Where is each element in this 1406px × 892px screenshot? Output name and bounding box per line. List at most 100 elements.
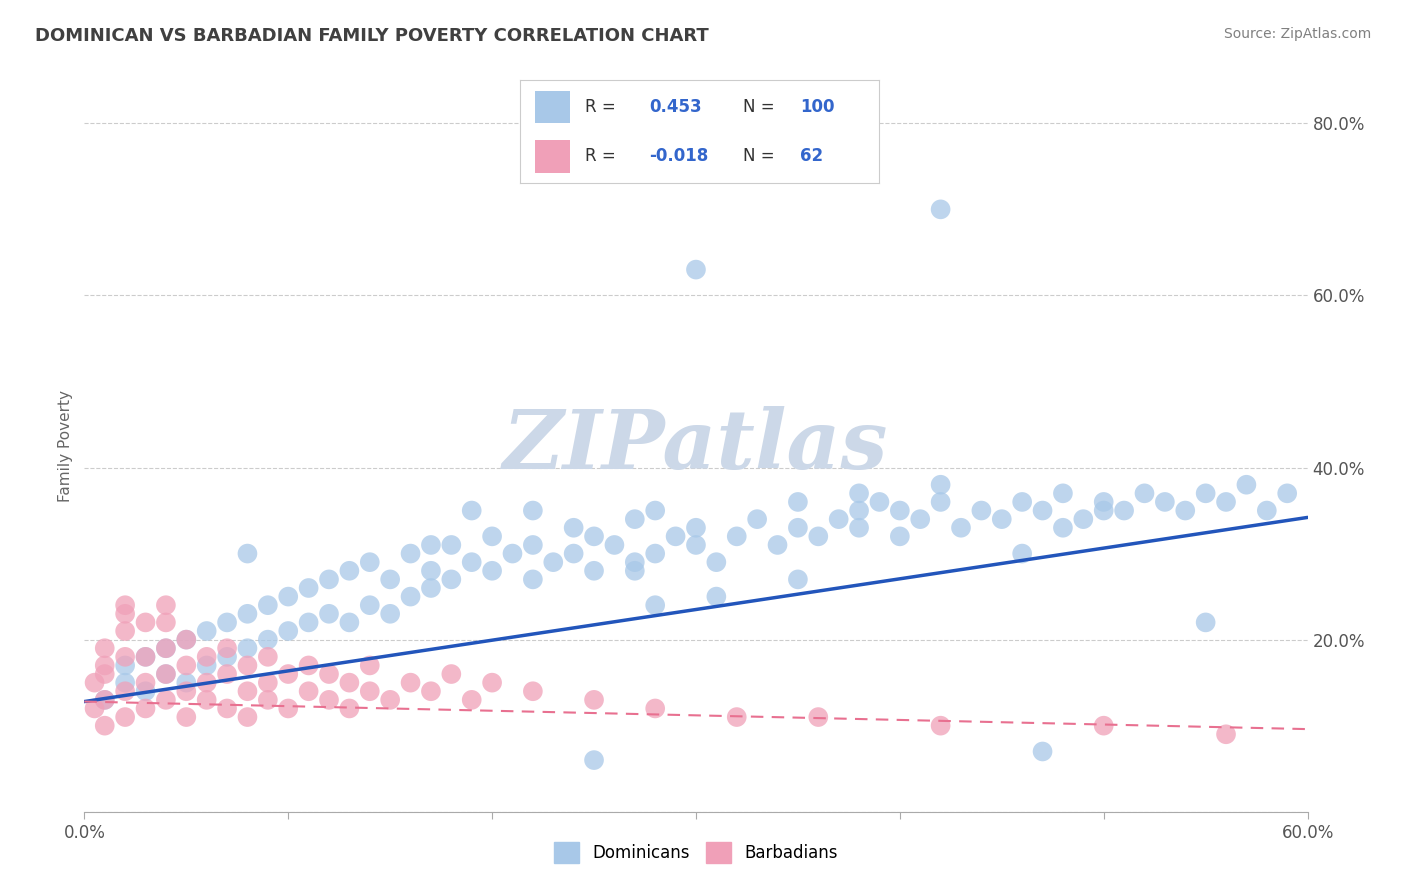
Point [359, 658, 381, 673]
Point [195, 658, 218, 673]
FancyBboxPatch shape [534, 91, 571, 123]
Point [135, 615, 157, 630]
Point [217, 667, 239, 681]
Point [1236, 477, 1258, 491]
Point [195, 693, 218, 707]
Text: 62: 62 [800, 147, 823, 165]
Point [195, 675, 218, 690]
Point [624, 512, 647, 526]
Point [828, 512, 851, 526]
Point [257, 675, 280, 690]
Point [236, 710, 259, 724]
Point [1195, 486, 1218, 500]
Point [420, 684, 443, 698]
Point [93, 693, 115, 707]
Point [135, 684, 157, 698]
Point [685, 521, 707, 535]
Point [174, 684, 197, 698]
Text: N =: N = [742, 147, 775, 165]
Point [257, 649, 280, 664]
Point [298, 581, 321, 595]
Point [135, 701, 157, 715]
Point [848, 503, 870, 517]
Legend: Dominicans, Barbadians: Dominicans, Barbadians [547, 836, 845, 869]
Point [277, 624, 299, 638]
Point [195, 649, 218, 664]
Point [93, 667, 115, 681]
Point [1133, 486, 1156, 500]
Point [318, 667, 340, 681]
Point [869, 495, 891, 509]
Point [83, 675, 105, 690]
Point [277, 590, 299, 604]
Point [298, 684, 321, 698]
Point [1114, 503, 1136, 517]
Text: R =: R = [585, 147, 616, 165]
Point [93, 719, 115, 733]
Point [461, 693, 484, 707]
Point [991, 512, 1014, 526]
Point [318, 573, 340, 587]
Point [277, 667, 299, 681]
Point [1215, 727, 1237, 741]
Point [522, 538, 544, 552]
Point [685, 262, 707, 277]
Point [420, 564, 443, 578]
Point [257, 693, 280, 707]
Point [399, 547, 422, 561]
Point [807, 529, 830, 543]
Point [706, 590, 728, 604]
Point [155, 598, 177, 612]
Point [155, 641, 177, 656]
Point [174, 632, 197, 647]
Point [114, 658, 136, 673]
Point [236, 658, 259, 673]
Point [440, 538, 463, 552]
Point [318, 607, 340, 621]
Point [1092, 503, 1115, 517]
Point [848, 486, 870, 500]
Point [339, 675, 361, 690]
Point [481, 564, 503, 578]
Point [339, 564, 361, 578]
Text: -0.018: -0.018 [650, 147, 709, 165]
Text: ZIPatlas: ZIPatlas [503, 406, 889, 486]
Point [217, 701, 239, 715]
Point [910, 512, 932, 526]
Point [135, 649, 157, 664]
Point [1215, 495, 1237, 509]
Point [1032, 744, 1054, 758]
Point [929, 477, 952, 491]
Point [502, 547, 524, 561]
Point [174, 658, 197, 673]
Point [174, 675, 197, 690]
Point [543, 555, 565, 569]
Point [420, 538, 443, 552]
Text: R =: R = [585, 98, 616, 116]
Point [522, 573, 544, 587]
Point [929, 202, 952, 217]
Point [787, 495, 810, 509]
Point [644, 598, 666, 612]
Point [114, 624, 136, 638]
Point [298, 658, 321, 673]
Point [380, 607, 402, 621]
Point [929, 495, 952, 509]
Point [1092, 719, 1115, 733]
Point [644, 503, 666, 517]
Point [359, 598, 381, 612]
Point [624, 564, 647, 578]
Point [217, 641, 239, 656]
Point [970, 503, 993, 517]
Point [481, 529, 503, 543]
Point [787, 573, 810, 587]
Point [114, 598, 136, 612]
Point [950, 521, 973, 535]
Point [359, 555, 381, 569]
Point [889, 503, 911, 517]
Point [522, 684, 544, 698]
Point [1052, 486, 1074, 500]
Point [562, 521, 585, 535]
Point [1032, 503, 1054, 517]
Text: N =: N = [742, 98, 775, 116]
